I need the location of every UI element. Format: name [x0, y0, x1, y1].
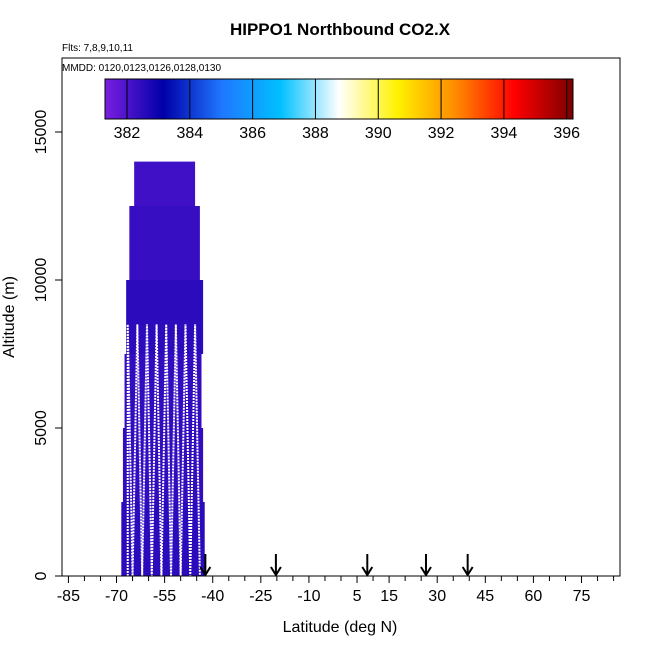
colorbar-tick-label-396: 396	[553, 125, 580, 142]
colorbar: 382 384 386 388 390 392 394 396	[104, 78, 580, 142]
colorbar-tick-label-384: 384	[176, 125, 203, 142]
y-tick-label-15000: 15000	[33, 110, 50, 155]
y-axis-label: Altitude (m)	[1, 276, 18, 358]
colorbar-gradient	[104, 78, 574, 120]
x-axis-label: Latitude (deg N)	[283, 619, 398, 636]
x-tick-label--70: -70	[105, 588, 128, 605]
x-tick-label-15: 15	[380, 588, 398, 605]
arrow-head-1	[270, 566, 282, 577]
x-tick-label-5: 5	[353, 588, 362, 605]
x-tick-label--40: -40	[201, 588, 224, 605]
colorbar-tick-label-392: 392	[428, 125, 455, 142]
y-tick-label-0: 0	[33, 571, 50, 580]
dates-note: MMDD: 0120,0123,0126,0128,0130	[62, 63, 221, 74]
arrow-head-2	[361, 566, 374, 577]
arrow-head-0	[199, 566, 212, 577]
arrow-head-4	[461, 566, 474, 577]
x-tick-label--10: -10	[297, 588, 320, 605]
arrow-head-3	[420, 566, 432, 577]
y-tick-label-10000: 10000	[33, 258, 50, 303]
y-axis: 0 5000 10000 15000	[33, 110, 62, 580]
x-tick-label--85: -85	[57, 588, 80, 605]
colorbar-tick-label-382: 382	[114, 125, 141, 142]
colorbar-tick-label-390: 390	[365, 125, 392, 142]
x-tick-label-45: 45	[476, 588, 494, 605]
colorbar-tick-label-386: 386	[239, 125, 266, 142]
co2-data-layer	[121, 161, 205, 576]
x-tick-label--55: -55	[153, 588, 176, 605]
x-tick-label-30: 30	[428, 588, 446, 605]
x-tick-label--25: -25	[249, 588, 272, 605]
co2-row-5	[134, 161, 196, 206]
profile-trace	[126, 324, 201, 576]
chart-title: HIPPO1 Northbound CO2.X	[230, 20, 451, 39]
x-tick-label-60: 60	[525, 588, 543, 605]
flights-note: Flts: 7,8,9,10,11	[62, 43, 133, 54]
x-axis: -85 -70 -55 -40 -25 -10 5 15 30 45 60 75	[57, 576, 615, 605]
colorbar-tick-label-394: 394	[491, 125, 518, 142]
co2-row-4	[129, 206, 200, 280]
y-tick-label-5000: 5000	[33, 410, 50, 446]
x-tick-label-75: 75	[573, 588, 591, 605]
flight-markers	[199, 554, 474, 577]
colorbar-tick-label-388: 388	[302, 125, 329, 142]
colorbar-ticks: 382 384 386 388 390 392 394 396	[114, 79, 580, 142]
co2-row-3	[126, 280, 204, 354]
